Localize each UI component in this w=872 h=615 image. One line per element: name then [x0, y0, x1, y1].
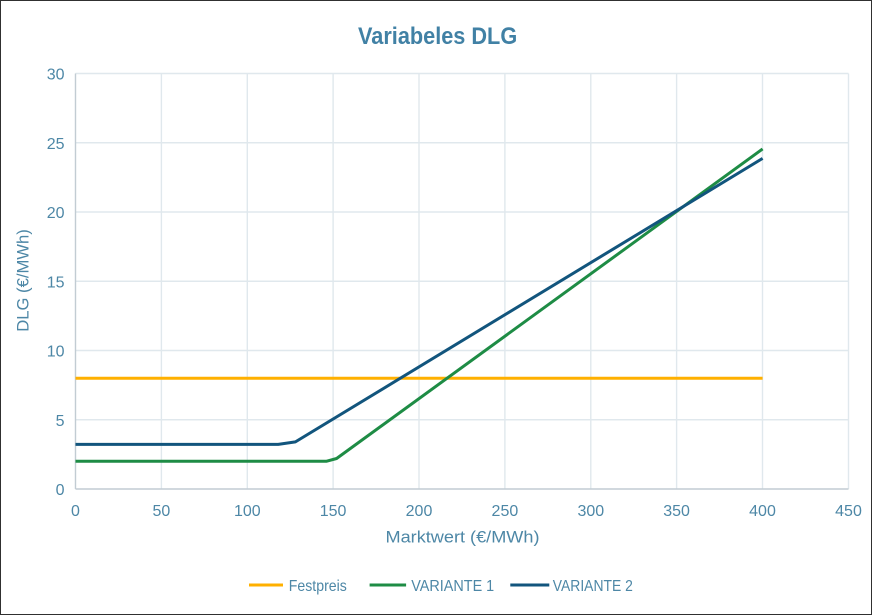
svg-text:25: 25 [47, 136, 65, 153]
svg-text:VARIANTE 2: VARIANTE 2 [553, 578, 633, 595]
svg-text:200: 200 [406, 503, 433, 520]
svg-text:0: 0 [56, 482, 65, 499]
svg-text:300: 300 [577, 503, 604, 520]
svg-text:VARIANTE 1: VARIANTE 1 [411, 578, 494, 595]
svg-text:150: 150 [320, 503, 347, 520]
svg-text:20: 20 [47, 205, 65, 222]
svg-text:30: 30 [47, 67, 65, 84]
svg-text:Festpreis: Festpreis [289, 578, 347, 595]
svg-text:250: 250 [492, 503, 519, 520]
svg-text:450: 450 [835, 503, 862, 520]
svg-text:15: 15 [47, 274, 65, 291]
svg-text:400: 400 [749, 503, 776, 520]
svg-text:50: 50 [153, 503, 171, 520]
svg-text:350: 350 [663, 503, 690, 520]
svg-text:0: 0 [71, 503, 80, 520]
svg-text:5: 5 [56, 413, 65, 430]
svg-text:DLG (€/MWh): DLG (€/MWh) [13, 229, 32, 332]
svg-text:100: 100 [234, 503, 261, 520]
svg-text:Marktwert (€/MWh): Marktwert (€/MWh) [386, 528, 540, 547]
svg-text:10: 10 [47, 344, 65, 361]
svg-text:Variabeles DLG: Variabeles DLG [358, 23, 517, 50]
